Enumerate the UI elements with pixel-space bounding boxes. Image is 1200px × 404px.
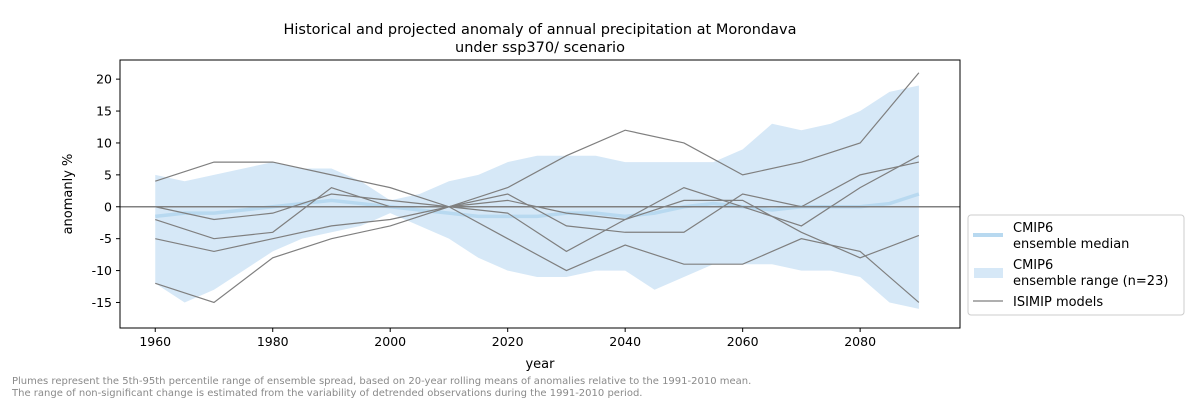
- ensemble-range-band: [155, 85, 919, 309]
- x-tick-label: 2000: [374, 334, 406, 349]
- x-tick-label: 2040: [609, 334, 641, 349]
- footnote-line-2: The range of non-significant change is e…: [11, 388, 642, 399]
- isimip-model-1-line: [155, 72, 920, 208]
- x-tick-label: 2080: [844, 334, 876, 349]
- legend-range-label-2: ensemble range (n=23): [1013, 274, 1168, 289]
- legend-median-label-2: ensemble median: [1013, 237, 1129, 252]
- y-tick-label: 0: [104, 199, 112, 214]
- y-axis-label: anomanly %: [61, 154, 76, 235]
- isimip-model-2-line: [155, 206, 920, 304]
- isimip-model-5-line: [155, 199, 920, 259]
- chart-title: Historical and projected anomaly of annu…: [284, 22, 797, 38]
- y-tick-label: -5: [100, 231, 112, 246]
- y-tick-label: -10: [92, 263, 112, 278]
- x-tick-label: 2020: [492, 334, 524, 349]
- x-axis: 1960 1980 2000 2020 2040 2060 2080: [139, 328, 876, 349]
- isimip-model-4-line: [155, 155, 920, 253]
- y-tick-label: -15: [92, 295, 112, 310]
- y-tick-label: 10: [96, 135, 112, 150]
- x-tick-label: 1980: [257, 334, 289, 349]
- plot-area: [120, 72, 960, 309]
- isimip-model-3-line: [155, 161, 920, 233]
- legend-range-swatch: [974, 268, 1003, 278]
- y-tick-label: 15: [96, 104, 112, 119]
- legend-models-label: ISIMIP models: [1013, 295, 1103, 310]
- plot-frame: [119, 59, 961, 329]
- legend-median-label-1: CMIP6: [1013, 221, 1053, 236]
- footnote-line-1: Plumes represent the 5th-95th percentile…: [12, 376, 751, 387]
- legend-frame: [967, 214, 1185, 316]
- legend-range-label-1: CMIP6: [1013, 258, 1053, 273]
- y-tick-label: 20: [96, 72, 112, 87]
- ensemble-median-line: [155, 192, 920, 219]
- x-tick-label: 2060: [727, 334, 759, 349]
- y-axis: -15 -10 -5 0 5 10 15 20: [92, 72, 120, 310]
- x-tick-label: 1960: [139, 334, 171, 349]
- legend: CMIP6 ensemble median CMIP6 ensemble ran…: [967, 214, 1185, 316]
- chart-subtitle: under ssp370/ scenario: [455, 40, 625, 56]
- y-tick-label: 5: [104, 167, 112, 182]
- x-axis-label: year: [525, 357, 555, 372]
